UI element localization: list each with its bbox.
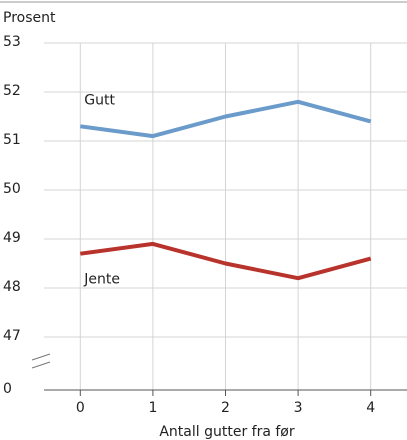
y-tick-label: 49 <box>3 230 21 246</box>
x-tick-label: 4 <box>366 400 375 416</box>
axis-break-gap <box>28 357 58 365</box>
series-label: Jente <box>83 272 120 288</box>
series-label: Gutt <box>84 92 115 108</box>
series-line <box>80 99 372 139</box>
axis-break <box>31 361 51 369</box>
y-tick-label: 50 <box>3 181 21 197</box>
y-tick-label: 0 <box>3 381 12 397</box>
y-tick-label: 51 <box>3 132 21 148</box>
x-tick-label: 1 <box>148 400 157 416</box>
y-tick-label: 52 <box>3 83 21 99</box>
axis-break <box>31 353 51 361</box>
y-axis-label: Prosent <box>3 10 56 26</box>
y-tick-label: 47 <box>3 328 21 344</box>
x-tick-label: 3 <box>294 400 303 416</box>
x-tick-label: 2 <box>221 400 230 416</box>
series-line <box>80 241 372 281</box>
x-axis-label: Antall gutter fra før <box>159 424 295 440</box>
y-tick-label: 48 <box>3 279 21 295</box>
y-tick-label: 53 <box>3 34 21 50</box>
x-tick-label: 0 <box>76 400 85 416</box>
